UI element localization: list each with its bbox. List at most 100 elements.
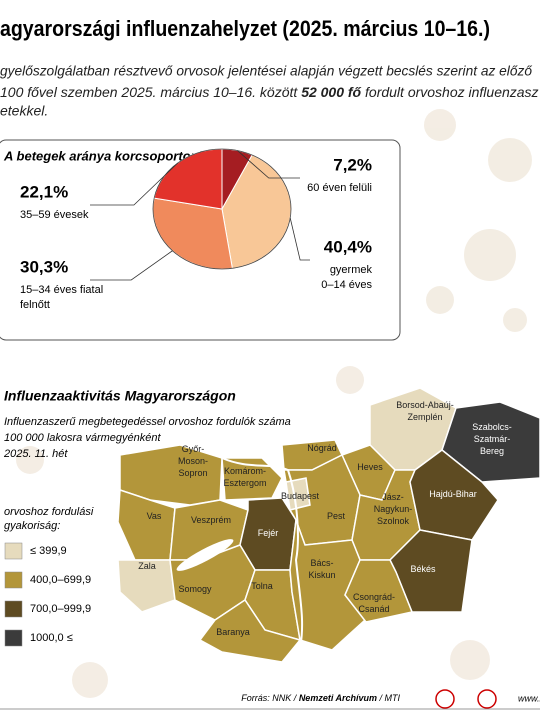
category-label: 15–34 éves fiatal felnőtt <box>20 284 103 311</box>
category-label-line: 35–59 évesek <box>20 209 89 221</box>
county-label: Győr- Moson- Sopron <box>178 444 208 478</box>
source-part: / MTI <box>377 693 400 703</box>
county-label-line: Szabolcs- <box>472 422 512 432</box>
county-label-line: Vas <box>147 511 162 521</box>
county-label: Komárom- Esztergom <box>223 466 266 488</box>
title: agyarországi influenzahelyzet (2025. már… <box>0 16 490 41</box>
county-label-line: Nógrád <box>307 443 337 453</box>
county-label-line: Nagykun- <box>374 504 413 514</box>
pie-outline <box>152 148 292 270</box>
category-label-line: 0–14 éves <box>321 279 372 291</box>
url: www.m <box>518 693 540 703</box>
category-label-line: 60 éven felüli <box>307 182 372 194</box>
county-label-line: Bács- <box>310 558 333 568</box>
county-label: Veszprém <box>191 515 231 525</box>
value-label: 22,1% <box>20 182 68 201</box>
county-label-line: Szatmár- <box>474 434 511 444</box>
lake-balaton <box>176 539 234 571</box>
county-label: Hajdú-Bihar <box>429 489 477 499</box>
legend-title: orvoshoz fordulási gyakoriság: <box>4 506 94 532</box>
map-subtitle-line: 2025. 11. hét <box>3 448 68 460</box>
value-label: 40,4% <box>324 237 372 256</box>
county-label-line: Jász- <box>382 492 404 502</box>
county-label-line: Zala <box>138 561 156 571</box>
county <box>344 559 414 623</box>
leader-line <box>90 250 173 281</box>
value-label: 30,3% <box>20 257 68 276</box>
county-label: Szabolcs- Szatmár- Bereg <box>472 422 512 456</box>
county <box>221 457 283 501</box>
county-label: Budapest <box>281 491 320 501</box>
county-label-line: Sopron <box>178 468 207 478</box>
legend-swatch <box>4 571 23 589</box>
county-label: Békés <box>410 564 436 574</box>
county-label: Fejér <box>258 528 279 538</box>
county-label: Bács- Kiskun <box>308 558 335 580</box>
leader-line <box>237 150 300 179</box>
county-label-line: Bereg <box>480 446 504 456</box>
legend-swatch <box>4 542 23 560</box>
county-label-line: Szolnok <box>377 516 410 526</box>
county <box>117 559 176 613</box>
county-label: Baranya <box>216 627 250 637</box>
category-label: 35–59 évesek <box>20 209 89 221</box>
county-label: Nógrád <box>307 443 337 453</box>
legend-label: ≤ 399,9 <box>30 545 67 557</box>
intro-part: fordult orvoshoz influenzasz <box>361 84 538 100</box>
logo <box>435 689 455 709</box>
county-label: Jász- Nagykun- Szolnok <box>374 492 413 526</box>
source-part: Forrás: NNK / <box>241 693 299 703</box>
category-label-line: 15–34 éves fiatal <box>20 284 103 296</box>
county-label-line: Heves <box>357 462 383 472</box>
county-label-line: Csongrád- <box>353 592 395 602</box>
county-label-line: Baranya <box>216 627 250 637</box>
county-label: Somogy <box>178 584 212 594</box>
county-label: Pest <box>327 511 346 521</box>
category-label: gyermek 0–14 éves <box>321 264 372 291</box>
county-label-line: Hajdú-Bihar <box>429 489 477 499</box>
county-label-line: Fejér <box>258 528 279 538</box>
intro-part: 100 fővel szemben 2025. március 10–16. k… <box>0 84 301 100</box>
logo <box>477 689 497 709</box>
county-label-line: Csanád <box>358 604 389 614</box>
county-label: Borsod-Abaúj- Zemplén <box>396 400 454 422</box>
county-label-line: Komárom- <box>224 466 266 476</box>
county-label: Csongrád- Csanád <box>353 592 395 614</box>
legend-swatch <box>4 600 23 618</box>
category-label-line: gyermek <box>330 264 373 276</box>
value-label: 7,2% <box>333 155 372 174</box>
county-label: Tolna <box>251 581 273 591</box>
category-label: 60 éven felüli <box>307 182 372 194</box>
map-title: Influenzaaktivitás Magyarországon <box>4 388 236 404</box>
leader-line <box>289 217 310 261</box>
county-label-line: Győr- <box>182 444 205 454</box>
county-label: Vas <box>147 511 162 521</box>
county-label-line: Moson- <box>178 456 208 466</box>
county-label-line: Somogy <box>178 584 212 594</box>
map-subtitle: Influenzaszerű megbetegedéssel orvoshoz … <box>3 416 291 460</box>
source-part: Nemzeti Archívum <box>299 693 377 703</box>
county-label-line: Tolna <box>251 581 273 591</box>
chart-title: A betegek aránya korcsoportonként: <box>3 148 230 163</box>
map-subtitle-line: 100 000 lakosra vármegyénként <box>4 432 161 444</box>
county-label-line: Békés <box>410 564 436 574</box>
intro-emphasis: 52 000 fő <box>301 84 361 100</box>
intro-line: etekkel. <box>0 103 48 119</box>
county-label-line: Pest <box>327 511 346 521</box>
county-label: Heves <box>357 462 383 472</box>
legend-label: 400,0–699,9 <box>30 574 91 586</box>
legend-label: 1000,0 ≤ <box>30 632 73 644</box>
county <box>198 598 302 663</box>
category-label-line: felnőtt <box>20 299 50 311</box>
legend-label: 700,0–999,9 <box>30 603 91 615</box>
county-label-line: Zemplén <box>407 412 442 422</box>
county-label-line: Budapest <box>281 491 320 501</box>
county <box>289 519 367 651</box>
legend-swatch <box>4 629 23 647</box>
county-label: Zala <box>138 561 156 571</box>
danube <box>221 457 304 651</box>
county-label-line: Esztergom <box>223 478 266 488</box>
county-label-line: Borsod-Abaúj- <box>396 400 454 410</box>
